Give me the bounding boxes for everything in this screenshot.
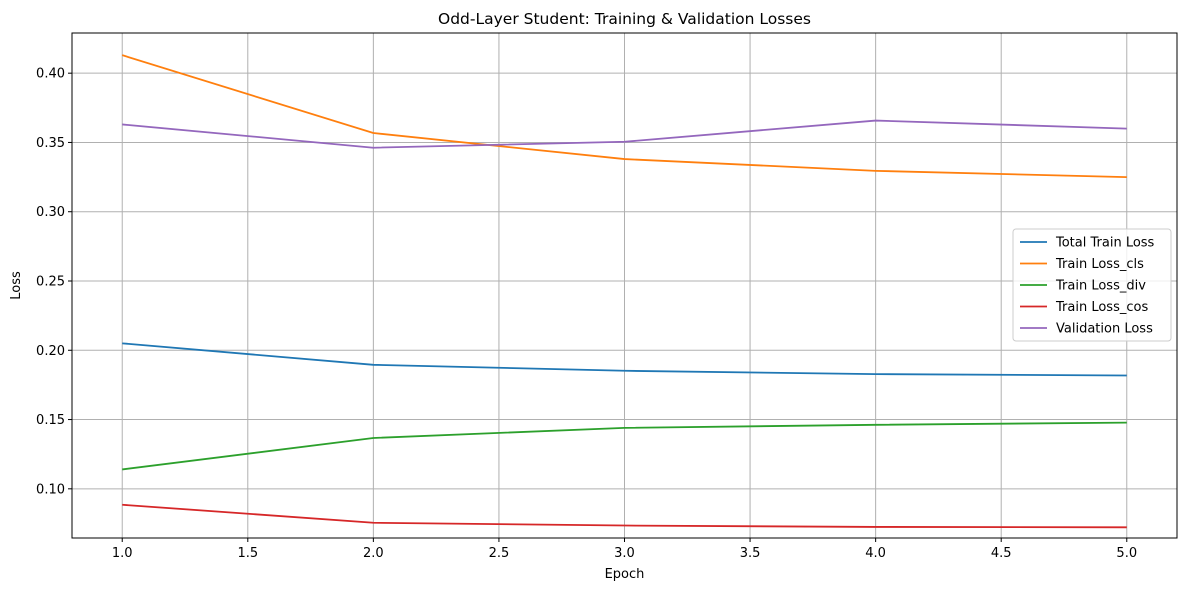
y-tick-label: 0.25 xyxy=(36,274,65,289)
y-tick-label: 0.10 xyxy=(36,482,65,497)
x-tick-label: 2.0 xyxy=(363,546,384,561)
series-lines xyxy=(121,54,1127,529)
series-line-total-train-loss xyxy=(122,342,1127,377)
x-tick-label: 1.5 xyxy=(237,546,258,561)
x-tick-label: 5.0 xyxy=(1116,546,1137,561)
x-tick-label: 3.5 xyxy=(740,546,761,561)
x-tick-label: 4.0 xyxy=(865,546,886,561)
x-tick-label: 2.5 xyxy=(489,546,510,561)
y-tick-label: 0.30 xyxy=(36,205,65,220)
series-line-validation-loss xyxy=(122,119,1127,149)
legend-entry-label: Train Loss_cls xyxy=(1055,257,1144,272)
legend-box xyxy=(1012,228,1172,342)
x-tick-label: 4.5 xyxy=(991,546,1012,561)
legend-entry-label: Total Train Loss xyxy=(1055,236,1155,251)
grid-lines xyxy=(72,33,1177,538)
x-tick-label: 1.0 xyxy=(112,546,133,561)
x-axis-ticks: 1.0 1.5 2.0 2.5 3.0 3.5 4.0 4.5 5.0 xyxy=(112,538,1137,561)
legend-entry-label: Train Loss_cos xyxy=(1055,300,1148,315)
x-tick-label: 3.0 xyxy=(614,546,635,561)
legend: Total Train Loss Train Loss_cls Train Loss… xyxy=(1012,228,1172,342)
y-tick-label: 0.20 xyxy=(36,344,65,359)
y-tick-label: 0.40 xyxy=(36,67,65,82)
y-axis-ticks: 0.10 0.15 0.20 0.25 0.30 0.35 0.40 xyxy=(36,67,72,497)
series-line-train-loss-div xyxy=(122,421,1127,471)
series-line-train-loss-cls xyxy=(121,54,1127,178)
legend-entry-label: Validation Loss xyxy=(1056,322,1153,337)
x-axis-label: Epoch xyxy=(605,567,645,582)
legend-entry-label: Train Loss_div xyxy=(1055,279,1146,294)
chart-title: Odd-Layer Student: Training & Validation… xyxy=(438,10,811,28)
y-tick-label: 0.15 xyxy=(36,413,65,428)
y-axis-label: Loss xyxy=(9,271,24,300)
series-line-train-loss-cos xyxy=(122,503,1127,529)
y-tick-label: 0.35 xyxy=(36,136,65,151)
